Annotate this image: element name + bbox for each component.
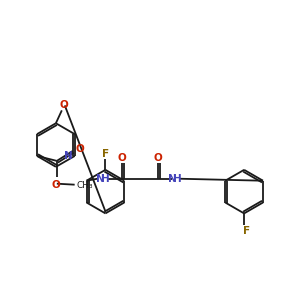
Text: CH₃: CH₃: [76, 181, 93, 190]
Text: H: H: [173, 174, 182, 184]
Text: F: F: [102, 149, 109, 159]
Text: H: H: [101, 174, 110, 184]
Text: O: O: [52, 180, 60, 190]
Text: N: N: [168, 174, 176, 184]
Text: N: N: [96, 174, 105, 184]
Text: O: O: [76, 144, 84, 154]
Text: O: O: [154, 153, 162, 163]
Text: F: F: [242, 226, 250, 236]
Text: O: O: [59, 100, 68, 110]
Text: O: O: [118, 153, 127, 163]
Text: N: N: [64, 151, 73, 161]
